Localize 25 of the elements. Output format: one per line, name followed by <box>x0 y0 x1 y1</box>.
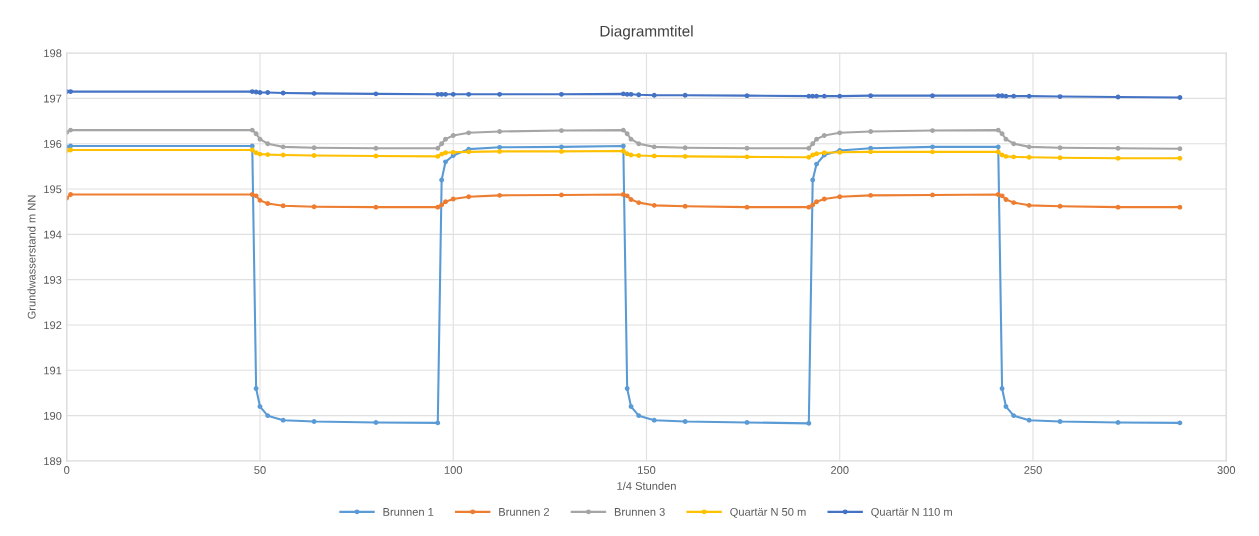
y-tick-label: 191 <box>44 366 62 375</box>
chart-title: Diagrammtitel <box>600 25 693 40</box>
y-tick-label: 192 <box>44 321 62 330</box>
y-tick-label: 194 <box>44 230 62 239</box>
x-tick-label: 100 <box>444 466 463 474</box>
y-tick-label: 189 <box>44 457 62 466</box>
x-tick-label: 200 <box>831 466 849 474</box>
legend-label: Brunnen 2 <box>499 507 549 516</box>
x-tick-label: 300 <box>1217 466 1236 474</box>
legend-label: Quartär N 110 m <box>871 507 952 518</box>
x-tick-label: 50 <box>254 466 266 474</box>
y-tick-label: 190 <box>44 411 62 420</box>
y-axis-title: Grundwasserstand m NN <box>27 195 36 319</box>
legend-label: Brunnen 3 <box>614 507 665 516</box>
y-tick-label: 196 <box>44 139 62 148</box>
y-tick-label: 193 <box>44 275 62 284</box>
legend-label: Quartär N 50 m <box>730 507 806 518</box>
y-tick-label: 195 <box>44 185 62 194</box>
y-tick-label: 198 <box>44 49 62 58</box>
y-tick-label: 197 <box>44 94 62 103</box>
legend-label: Brunnen 1 <box>383 508 434 516</box>
x-tick-label: 0 <box>64 466 70 474</box>
x-axis-title: 1/4 Stunden <box>617 481 676 490</box>
x-tick-label: 250 <box>1024 466 1042 474</box>
x-tick-label: 150 <box>638 466 656 474</box>
